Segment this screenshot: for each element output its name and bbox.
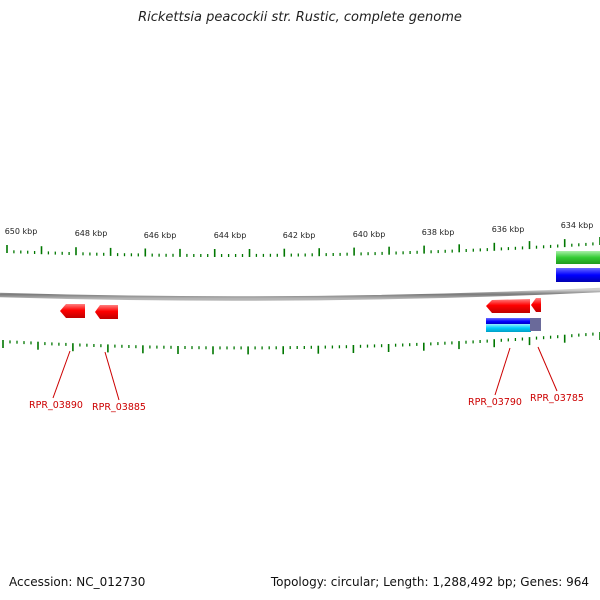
cyan-track-feature[interactable] [486, 324, 531, 332]
ruler-label: 650 kbp [5, 227, 38, 236]
gene-label[interactable]: RPR_03885 [92, 402, 146, 413]
forward-cds-feature[interactable] [556, 251, 600, 264]
blue-track-feature[interactable] [556, 268, 600, 282]
outer-ruler [6, 237, 600, 257]
blue-track-feature[interactable] [486, 318, 541, 325]
gene-arrow-rpr-03790[interactable] [486, 299, 530, 313]
ruler-label: 646 kbp [144, 231, 177, 240]
ruler-labels: 650 kbp 648 kbp 646 kbp 644 kbp 642 kbp … [5, 221, 594, 240]
ruler-label: 642 kbp [283, 231, 316, 240]
purple-track-feature[interactable] [530, 318, 541, 331]
ruler-label: 636 kbp [492, 225, 525, 234]
map-title: Rickettsia peacockii str. Rustic, comple… [138, 10, 462, 25]
ruler-label: 648 kbp [75, 229, 108, 238]
genome-backbone [0, 287, 600, 301]
label-leader-line [52, 350, 71, 399]
topology-label: Topology: circular; Length: 1,288,492 bp… [270, 575, 589, 589]
gene-label[interactable]: RPR_03785 [530, 393, 584, 404]
label-leader-line [537, 346, 558, 392]
gene-arrow-rpr-03885[interactable] [95, 305, 118, 319]
gene-label[interactable]: RPR_03890 [29, 400, 83, 411]
gene-arrow-rpr-03890[interactable] [60, 304, 85, 318]
gene-label[interactable]: RPR_03790 [468, 397, 522, 408]
inner-ruler [2, 332, 600, 355]
label-leader-line [494, 347, 511, 396]
ruler-label: 644 kbp [214, 231, 247, 240]
label-leader-line [104, 351, 120, 401]
accession-label: Accession: NC_012730 [9, 575, 146, 589]
gene-arrow-rpr-03785[interactable] [531, 298, 541, 312]
ruler-label: 638 kbp [422, 228, 455, 237]
ruler-label: 640 kbp [353, 230, 386, 239]
ruler-label: 634 kbp [561, 221, 594, 230]
